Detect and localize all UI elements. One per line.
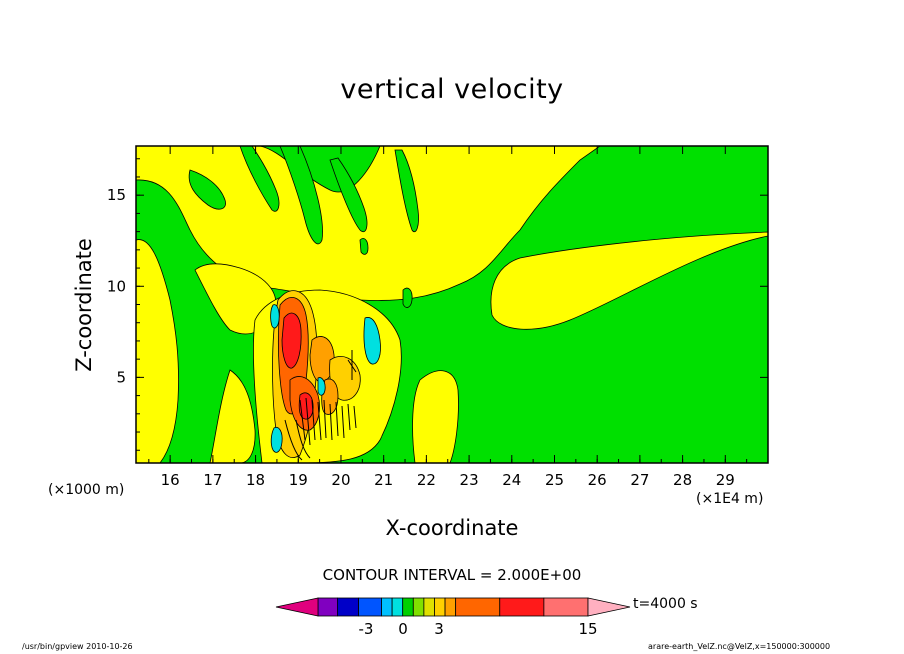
downdraft-cyan-1 bbox=[363, 317, 381, 365]
x-tick-label: 29 bbox=[716, 471, 735, 489]
contour-interval-label: CONTOUR INTERVAL = 2.000E+00 bbox=[322, 566, 582, 584]
colorbar-segment bbox=[434, 597, 446, 617]
colorbar-segment bbox=[381, 597, 393, 617]
green-spot-2 bbox=[402, 287, 413, 308]
lower-yellow-finger bbox=[412, 370, 459, 463]
green-streak-2 bbox=[239, 146, 280, 212]
x-tick-label: 19 bbox=[289, 471, 308, 489]
y-axis-label: Z-coordinate bbox=[72, 238, 96, 372]
colorbar-segment bbox=[402, 597, 414, 617]
downdraft-cyan-3 bbox=[270, 426, 283, 453]
y-tick-label: 15 bbox=[107, 186, 126, 204]
core-red-maximum bbox=[281, 312, 302, 369]
colorbar-segment bbox=[444, 597, 457, 617]
green-streak-5 bbox=[188, 169, 226, 210]
x-tick-label: 24 bbox=[502, 471, 521, 489]
x-tick-label: 28 bbox=[673, 471, 692, 489]
colorbar: -3 0 3 15 bbox=[275, 597, 631, 638]
x-tick-label: 16 bbox=[161, 471, 180, 489]
colorbar-segment bbox=[499, 597, 545, 617]
colorbar-segment bbox=[358, 597, 382, 617]
colorbar-tick-label: 0 bbox=[398, 620, 408, 638]
x-tick-label: 27 bbox=[630, 471, 649, 489]
green-streak-4 bbox=[394, 149, 419, 233]
chart-title: vertical velocity bbox=[340, 74, 564, 105]
left-yellow-band bbox=[136, 239, 179, 463]
orange-lobe-4 bbox=[321, 378, 339, 415]
downdraft-cyan-2 bbox=[270, 304, 280, 329]
x-axis-unit: (×1E4 m) bbox=[696, 491, 764, 507]
colorbar-segment bbox=[391, 597, 404, 617]
x-tick-label: 17 bbox=[203, 471, 222, 489]
colorbar-min-extension bbox=[275, 597, 319, 617]
x-tick-label: 26 bbox=[588, 471, 607, 489]
footer-program-date: /usr/bin/gpview 2010-10-26 bbox=[22, 642, 133, 651]
colorbar-max-extension bbox=[587, 597, 631, 617]
y-tick-label: 5 bbox=[116, 368, 126, 386]
colorbar-segment bbox=[455, 597, 501, 617]
footer-file-info: arare-earth_VelZ.nc@VelZ,x=150000:300000 bbox=[648, 642, 831, 651]
downdraft-cyan-4 bbox=[317, 377, 326, 396]
colorbar-tick-label: 3 bbox=[434, 620, 444, 638]
colorbar-segment bbox=[543, 597, 589, 617]
colorbar-segment bbox=[412, 597, 425, 617]
x-axis-label: X-coordinate bbox=[385, 516, 519, 540]
x-axis: 16 17 18 19 20 21 22 23 24 25 26 27 28 29 bbox=[148, 146, 748, 489]
y-axis: 5 10 15 bbox=[107, 158, 768, 451]
colorbar-tick-label: -3 bbox=[359, 620, 374, 638]
lower-left-yellow bbox=[209, 369, 256, 463]
x-tick-label: 21 bbox=[374, 471, 393, 489]
x-tick-label: 20 bbox=[331, 471, 350, 489]
green-streak-1 bbox=[279, 146, 323, 245]
colorbar-segment bbox=[317, 597, 338, 617]
upper-right-yellow-band bbox=[490, 231, 768, 330]
x-tick-label: 18 bbox=[246, 471, 265, 489]
x-tick-label: 25 bbox=[545, 471, 564, 489]
y-tick-label: 10 bbox=[107, 277, 126, 295]
green-streak-3 bbox=[329, 157, 368, 233]
colorbar-tick-label: 15 bbox=[578, 620, 597, 638]
green-spot bbox=[359, 238, 369, 255]
y-axis-unit: (×1000 m) bbox=[48, 482, 125, 498]
x-tick-label: 22 bbox=[417, 471, 436, 489]
contour-field bbox=[136, 146, 768, 463]
colorbar-segment bbox=[423, 597, 435, 617]
x-tick-label: 23 bbox=[460, 471, 479, 489]
colorbar-segment bbox=[337, 597, 359, 617]
dense-contour-lines bbox=[284, 350, 357, 461]
time-label: t=4000 s bbox=[633, 596, 698, 612]
